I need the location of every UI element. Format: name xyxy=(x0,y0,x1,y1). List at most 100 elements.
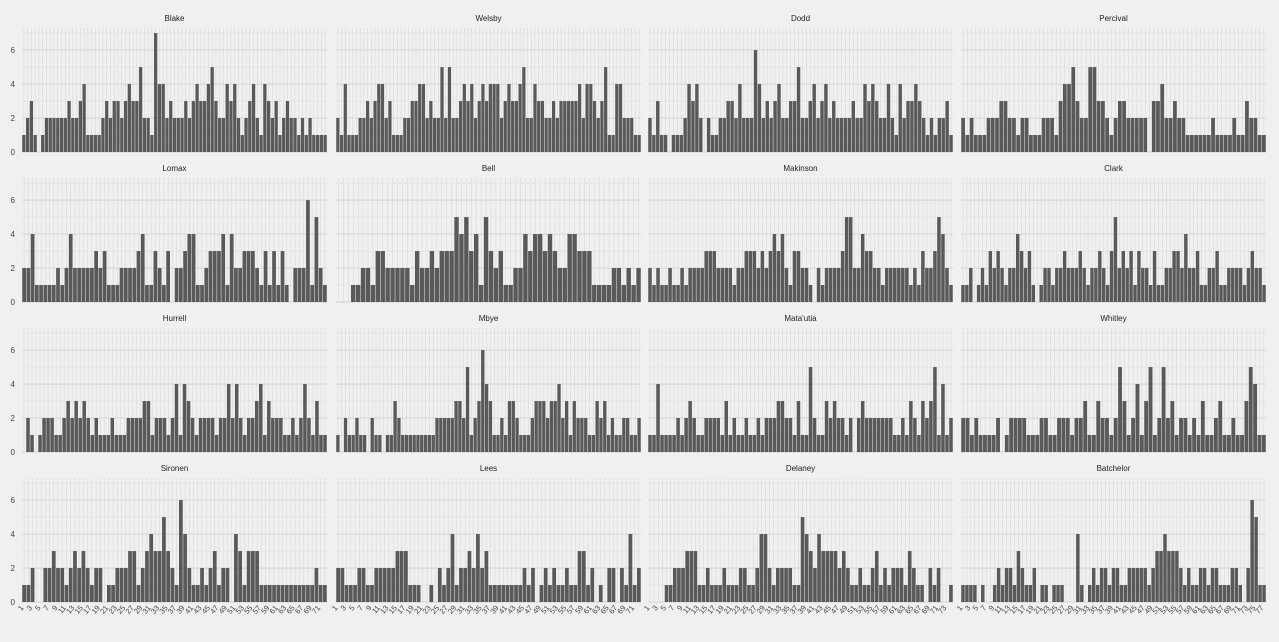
bar xyxy=(1028,585,1033,602)
bar xyxy=(881,418,885,452)
bar xyxy=(513,268,518,302)
bar xyxy=(848,217,853,302)
bar xyxy=(111,285,115,302)
x-tick-label: 3 xyxy=(339,604,349,613)
bar xyxy=(293,118,297,152)
bar xyxy=(1190,135,1194,152)
bar xyxy=(395,551,400,602)
bar xyxy=(1261,435,1266,452)
facet-title: Makinson xyxy=(783,164,817,173)
bar xyxy=(318,268,323,302)
bar xyxy=(820,101,824,152)
bar xyxy=(551,101,556,152)
bar xyxy=(1044,418,1048,452)
bar xyxy=(451,118,455,152)
bar xyxy=(483,217,489,302)
bar xyxy=(44,118,49,152)
bar xyxy=(878,118,883,152)
bar xyxy=(991,435,996,452)
bar xyxy=(700,435,704,452)
bar xyxy=(429,585,434,602)
bar xyxy=(425,118,429,152)
bar xyxy=(1091,435,1096,452)
bar xyxy=(348,585,353,602)
bar xyxy=(115,568,120,602)
bar xyxy=(1066,268,1071,302)
bar xyxy=(1041,118,1046,152)
bar xyxy=(724,401,729,452)
bar xyxy=(1015,234,1020,302)
bar xyxy=(618,435,622,452)
bar xyxy=(596,285,602,302)
bar xyxy=(64,585,69,602)
bar xyxy=(470,84,474,152)
bar xyxy=(929,268,933,302)
bar xyxy=(752,251,757,302)
bar xyxy=(98,568,103,602)
bar xyxy=(140,234,145,302)
bar xyxy=(530,418,534,452)
bar xyxy=(462,84,466,152)
bar xyxy=(191,101,195,152)
bar xyxy=(1003,101,1008,152)
y-tick-label: 4 xyxy=(11,380,16,389)
bar xyxy=(178,268,183,302)
bar xyxy=(225,568,230,602)
bar xyxy=(700,268,704,302)
bar xyxy=(119,568,124,602)
bar xyxy=(166,251,171,302)
bar xyxy=(599,418,603,452)
bar xyxy=(444,251,449,302)
bar xyxy=(677,568,681,602)
bar xyxy=(832,268,837,302)
bar xyxy=(897,435,901,452)
bar xyxy=(385,268,390,302)
bar xyxy=(705,568,710,602)
bar xyxy=(1195,251,1200,302)
bar xyxy=(1227,268,1231,302)
bar xyxy=(903,585,908,602)
bar xyxy=(523,435,527,452)
bar xyxy=(1262,135,1266,152)
bar xyxy=(210,418,215,452)
bar xyxy=(81,551,86,602)
bar xyxy=(301,268,306,302)
bar xyxy=(434,268,440,302)
bar xyxy=(767,568,772,602)
bar xyxy=(1130,118,1135,152)
bar xyxy=(726,101,730,152)
bar xyxy=(484,551,489,602)
bar xyxy=(648,268,652,302)
bar xyxy=(742,118,746,152)
bar xyxy=(734,585,739,602)
bar xyxy=(34,285,39,302)
bar xyxy=(1185,135,1190,152)
bar xyxy=(828,418,833,452)
bar xyxy=(431,435,435,452)
bar xyxy=(872,268,877,302)
bar xyxy=(1107,585,1112,602)
bar xyxy=(1254,517,1258,602)
bar xyxy=(722,568,727,602)
bar xyxy=(97,135,101,152)
bar xyxy=(1037,135,1042,152)
bar xyxy=(695,84,699,152)
bar xyxy=(391,568,396,602)
bar xyxy=(973,135,978,152)
bar xyxy=(812,84,816,152)
facet-title: Dodd xyxy=(791,14,810,23)
bar xyxy=(528,251,533,302)
bar xyxy=(221,118,226,152)
bar xyxy=(1031,285,1036,302)
bar xyxy=(263,435,267,452)
bar xyxy=(218,418,223,452)
bar xyxy=(484,384,489,452)
bar xyxy=(1218,401,1223,452)
bar xyxy=(1194,135,1198,152)
bar xyxy=(696,268,700,302)
bar xyxy=(680,268,684,302)
bar xyxy=(914,84,918,152)
bar xyxy=(820,285,825,302)
bar xyxy=(788,418,793,452)
facet-title: Lomax xyxy=(162,164,186,173)
